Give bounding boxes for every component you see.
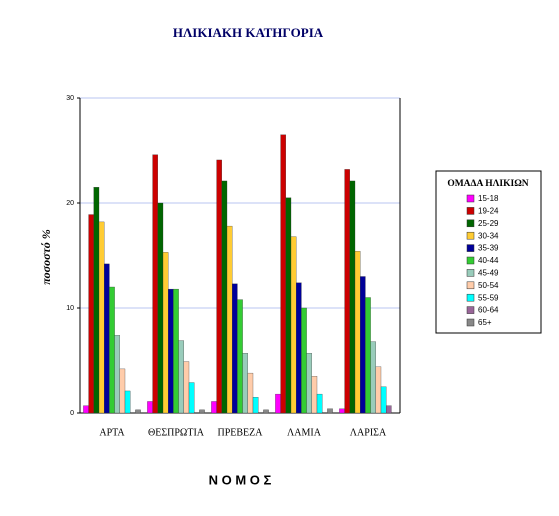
x-tick-label: ΘΕΣΠΡΩΤΙΑ xyxy=(148,427,205,438)
legend-swatch xyxy=(466,269,475,277)
bar xyxy=(114,335,120,414)
bar xyxy=(311,376,318,414)
bar xyxy=(93,187,100,414)
bar xyxy=(247,372,254,414)
bar xyxy=(109,286,115,414)
bar xyxy=(216,159,222,414)
legend-label: 60-64 xyxy=(478,306,499,315)
bar xyxy=(263,409,269,414)
bar xyxy=(147,401,153,414)
legend-swatch xyxy=(466,194,475,203)
bar xyxy=(168,288,174,414)
bar xyxy=(339,408,345,414)
legend-swatch xyxy=(466,256,475,265)
bar xyxy=(173,288,179,414)
bar xyxy=(124,390,131,414)
bar xyxy=(157,202,164,414)
bar xyxy=(232,283,238,414)
legend-title: ΟΜΑΔΑ ΗΛΙΚΙΩΝ xyxy=(447,179,528,189)
bar xyxy=(316,393,323,414)
legend-label: 30-34 xyxy=(478,231,499,240)
bar xyxy=(178,340,184,414)
bar xyxy=(188,382,195,414)
bar xyxy=(252,397,259,414)
legend-label: 19-24 xyxy=(478,207,499,216)
bar xyxy=(211,401,217,414)
y-tick-label: 20 xyxy=(66,200,74,207)
legend-swatch xyxy=(466,231,475,240)
bar xyxy=(119,368,126,414)
bar xyxy=(183,361,190,414)
bar xyxy=(327,408,333,414)
legend-label: 45-49 xyxy=(478,269,499,278)
bar xyxy=(349,180,356,414)
x-axis-label: Ν Ο Μ Ο Σ xyxy=(209,472,272,487)
legend-swatch xyxy=(466,318,475,327)
y-tick-label: 0 xyxy=(70,410,74,417)
y-tick-label: 10 xyxy=(66,305,74,312)
bar xyxy=(386,405,392,414)
bar xyxy=(226,225,233,414)
legend-swatch xyxy=(466,281,475,290)
bar xyxy=(275,393,281,414)
bar xyxy=(98,221,105,414)
bar xyxy=(237,299,243,414)
chart-title: ΗΛΙΚΙΑΚΗ ΚΑΤΗΓΟΡΙΑ xyxy=(173,25,324,40)
bar xyxy=(88,214,94,414)
legend-swatch xyxy=(466,244,475,252)
bar xyxy=(365,297,371,414)
legend-swatch xyxy=(466,219,475,228)
y-axis-label: ποσοστό % xyxy=(39,229,53,284)
bar xyxy=(221,180,228,414)
legend-label: 35-39 xyxy=(478,244,499,253)
bar xyxy=(280,134,286,414)
x-tick-label: ΑΡΤΑ xyxy=(99,427,125,438)
x-tick-label: ΠΡΕΒΕΖΑ xyxy=(218,427,264,438)
x-tick-label: ΛΑΜΙΑ xyxy=(287,427,322,438)
legend-label: 65+ xyxy=(478,318,492,327)
bar xyxy=(290,236,297,414)
legend-swatch xyxy=(466,306,475,314)
bar xyxy=(296,282,302,414)
legend-swatch xyxy=(466,293,475,302)
y-tick-label: 30 xyxy=(66,95,74,102)
bar xyxy=(162,252,169,414)
legend-label: 55-59 xyxy=(478,293,499,302)
bar xyxy=(285,197,292,414)
legend-label: 50-54 xyxy=(478,281,499,290)
x-tick-label: ΛΑΡΙΣΑ xyxy=(350,427,387,438)
bar xyxy=(370,341,376,414)
bar xyxy=(152,154,158,414)
legend-swatch xyxy=(466,207,475,215)
bar xyxy=(301,307,307,414)
legend-box xyxy=(435,170,542,334)
bar xyxy=(375,366,382,414)
bar xyxy=(135,409,141,414)
bar xyxy=(360,276,366,414)
legend-label: 15-18 xyxy=(478,194,499,203)
bar xyxy=(344,169,350,414)
bar xyxy=(380,386,387,414)
bar xyxy=(306,352,312,414)
bar xyxy=(354,251,361,414)
bar xyxy=(199,409,205,414)
bar xyxy=(83,405,89,414)
bar xyxy=(104,263,110,414)
bar xyxy=(242,352,248,414)
legend-label: 25-29 xyxy=(478,219,499,228)
legend-label: 40-44 xyxy=(478,256,499,265)
